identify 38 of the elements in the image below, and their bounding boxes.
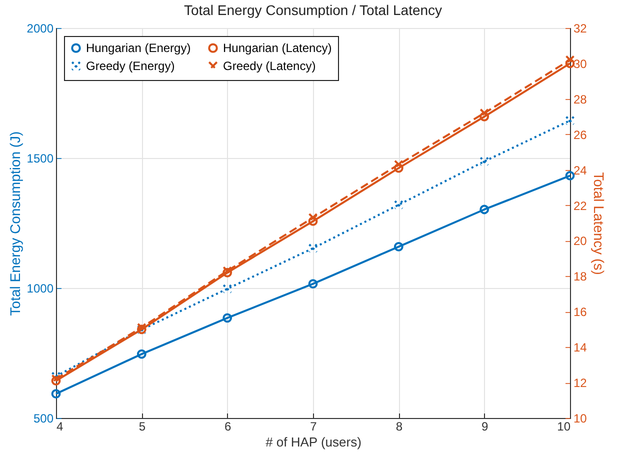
y2-tick-label: 20 (574, 234, 588, 248)
x-tick-label: 4 (56, 420, 64, 434)
y2-axis-title: Total Latency (s) (590, 172, 607, 275)
y-tick-label: 1500 (26, 152, 54, 166)
y2-tick-label: 28 (574, 92, 588, 106)
y2-tick-label: 12 (574, 376, 588, 390)
point (394, 242, 404, 252)
y-tick-label: 500 (33, 412, 54, 426)
y2-tick-label: 32 (574, 22, 588, 36)
point (480, 112, 490, 122)
y-tick-label: 1000 (26, 282, 54, 296)
x-tick-label: 5 (138, 420, 146, 434)
legend-label: Hungarian (Energy) (86, 41, 191, 56)
point (480, 204, 490, 214)
x-tick-label: 6 (224, 420, 232, 434)
y-axis-title: Total Energy Consumption (J) (6, 131, 23, 316)
y2-tick-label: 16 (574, 305, 588, 320)
x-tick-label: 10 (557, 420, 571, 434)
y2-tick-label: 22 (574, 198, 588, 213)
point (308, 216, 318, 226)
x-tick-label: 8 (396, 420, 403, 434)
y2-tick-label: 26 (574, 128, 588, 142)
y-tick-label: 2000 (26, 22, 54, 36)
y2-tick-label: 30 (574, 56, 588, 71)
point (308, 279, 318, 289)
point (394, 163, 404, 173)
legend-label: Greedy (Latency) (223, 59, 316, 73)
point (136, 349, 146, 359)
legend-label: Hungarian (Latency) (223, 41, 332, 56)
y2-tick-label: 24 (574, 163, 588, 178)
x-tick-label: 9 (481, 420, 488, 434)
x-tick-label: 7 (310, 420, 318, 434)
y2-tick-label: 18 (574, 270, 588, 284)
y2-tick-label: 14 (574, 340, 588, 355)
chart-title: Total Energy Consumption / Total Latency (184, 2, 442, 18)
point (222, 313, 232, 323)
legend-label: Greedy (Energy) (86, 59, 175, 73)
x-axis-title: # of HAP (users) (266, 434, 362, 450)
